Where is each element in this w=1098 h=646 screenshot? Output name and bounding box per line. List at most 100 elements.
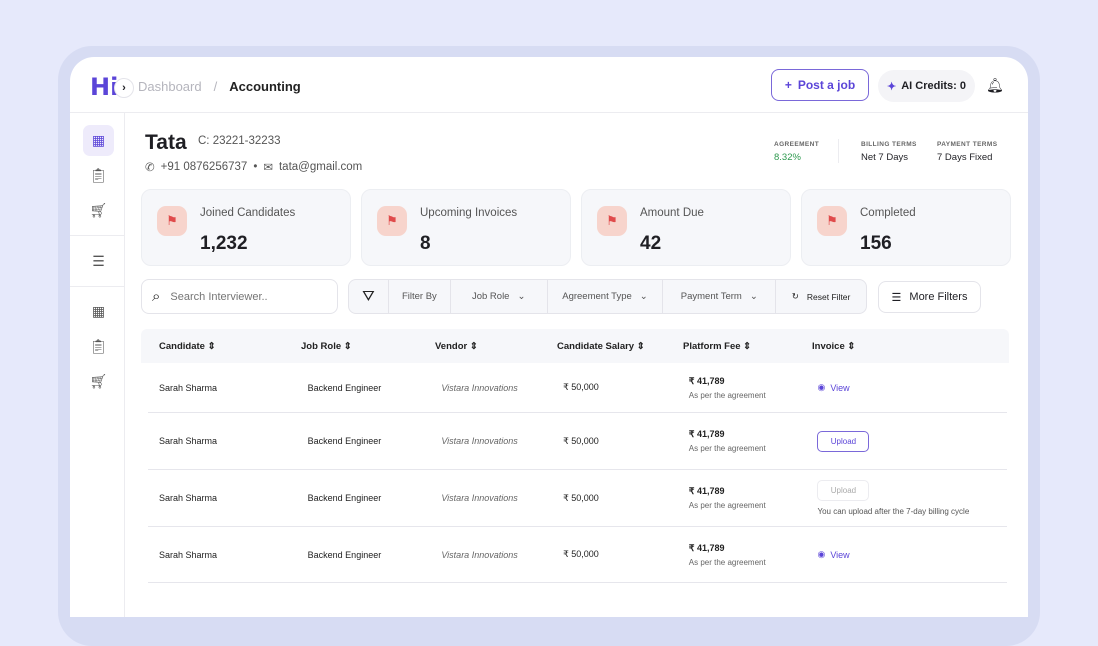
- stat-value: 42: [640, 233, 662, 254]
- stat-value: 156: [860, 233, 892, 254]
- reset-label: Reset Filter: [806, 291, 851, 302]
- view-label: View: [830, 382, 850, 393]
- fee-amount: ₹ 41,789: [688, 429, 725, 439]
- fee-note: As per the agreement: [688, 501, 766, 510]
- expand-sidebar-button[interactable]: ›: [114, 78, 134, 98]
- term-value: 7 Days Fixed: [937, 152, 993, 163]
- stat-icon: ⚑: [157, 206, 187, 236]
- stat-value: 8: [420, 233, 431, 254]
- logo: Hi: [90, 73, 119, 101]
- fee-note: As per the agreement: [688, 557, 766, 567]
- stat-label: Completed: [860, 207, 916, 219]
- reset-filter-button[interactable]: ↻ Reset Filter: [776, 280, 866, 313]
- billing-term: BILLING TERMS Net 7 Days: [861, 141, 917, 163]
- company-code: C: 23221-32233: [198, 135, 281, 147]
- column-header[interactable]: Invoice ⇕: [812, 340, 856, 352]
- dot-separator: •: [253, 161, 258, 173]
- fee-amount: ₹ 41,789: [688, 486, 725, 496]
- filter-bar: ⛛ Filter By Job Role ⌄ Agreement Type ⌄ Pa…: [348, 279, 867, 314]
- fee-amount: ₹ 41,789: [688, 375, 725, 386]
- search-icon: ⌕: [152, 288, 161, 305]
- fee-amount: ₹ 41,789: [688, 542, 725, 553]
- column-header[interactable]: Platform Fee ⇕: [683, 340, 752, 352]
- ai-credits-button[interactable]: ✦ AI Credits: 0: [878, 70, 975, 102]
- role-cell: Backend Engineer: [307, 436, 382, 446]
- term-label: PAYMENT TERMS: [937, 141, 998, 148]
- search-box[interactable]: ⌕: [141, 279, 338, 314]
- table-row: Sarah Sharma Backend Engineer Vistara In…: [148, 363, 1007, 413]
- top-bar: Hi › Dashboard / Accounting + Post a job …: [70, 57, 1028, 113]
- stat-label: Joined Candidates: [200, 207, 296, 219]
- column-header[interactable]: Candidate Salary ⇕: [557, 340, 645, 352]
- filter-lines-icon: ☰: [891, 291, 902, 304]
- email: tata@gmail.com: [278, 161, 363, 173]
- candidate-cell: Sarah Sharma: [159, 436, 218, 446]
- table-header: Candidate ⇕ Job Role ⇕ Vendor ⇕ Candidat…: [141, 329, 1009, 363]
- fee-note: As per the agreement: [688, 444, 766, 453]
- sidebar-divider: [70, 235, 125, 236]
- payment-term: PAYMENT TERMS 7 Days Fixed: [937, 141, 997, 163]
- vendor-cell: Vistara Innovations: [441, 549, 518, 560]
- term-label: BILLING TERMS: [861, 141, 917, 148]
- filter-by-label: Filter By: [389, 280, 451, 313]
- company-name: Tata: [145, 131, 187, 154]
- ai-credits-label: AI Credits: 0: [901, 80, 966, 92]
- fee-cell: ₹ 41,789 As per the agreement: [689, 486, 818, 510]
- post-job-label: Post a job: [797, 78, 856, 92]
- filter-icon[interactable]: ⛛: [349, 280, 389, 313]
- view-invoice-link[interactable]: ◉ View: [817, 382, 1007, 393]
- app-window: Hi › Dashboard / Accounting + Post a job …: [70, 57, 1028, 617]
- fee-cell: ₹ 41,789 As per the agreement: [689, 543, 818, 567]
- sidebar-dashboard-icon[interactable]: ▦: [91, 303, 106, 319]
- divider: [838, 139, 839, 163]
- sidebar-list-icon[interactable]: ☰: [92, 253, 105, 269]
- sidebar-clipboard-icon[interactable]: 📋︎: [89, 338, 108, 354]
- sidebar-cart-icon[interactable]: 🛒︎: [89, 202, 108, 218]
- table-row: Sarah Sharma Backend Engineer Vistara In…: [148, 470, 1007, 527]
- invoice-cell: Upload: [817, 430, 1007, 452]
- breadcrumb-dashboard[interactable]: Dashboard: [138, 79, 202, 94]
- mail-icon: ✉: [263, 162, 273, 174]
- column-header[interactable]: Vendor ⇕: [435, 340, 478, 352]
- breadcrumb: Dashboard / Accounting: [138, 79, 301, 94]
- vendor-cell: Vistara Innovations: [441, 493, 518, 503]
- role-cell: Backend Engineer: [307, 382, 382, 393]
- chevron-down-icon: ⌄: [639, 291, 648, 302]
- sidebar-cart-icon[interactable]: 🛒︎: [89, 373, 108, 389]
- salary-cell: ₹ 50,000: [563, 382, 599, 392]
- column-header[interactable]: Candidate ⇕: [159, 340, 216, 352]
- term-value: Net 7 Days: [861, 152, 908, 163]
- vendor-cell: Vistara Innovations: [441, 382, 518, 393]
- agreement-type-dropdown[interactable]: Agreement Type ⌄: [548, 280, 664, 313]
- term-value: 8.32%: [774, 152, 801, 163]
- bell-icon[interactable]: 🔔︎: [986, 77, 1004, 93]
- view-invoice-link[interactable]: ◉ View: [817, 549, 1007, 560]
- upload-note: You can upload after the 7-day billing c…: [817, 507, 970, 516]
- search-input[interactable]: [170, 290, 321, 303]
- upload-button[interactable]: Upload: [817, 430, 870, 452]
- sidebar-clipboard-icon[interactable]: 📋︎: [89, 167, 108, 183]
- stat-card: ⚑ Joined Candidates 1,232: [141, 189, 351, 266]
- job-role-dropdown[interactable]: Job Role ⌄: [451, 280, 548, 313]
- stat-label: Upcoming Invoices: [420, 207, 518, 219]
- post-job-button[interactable]: + Post a job: [771, 69, 869, 101]
- payment-term-dropdown[interactable]: Payment Term ⌄: [663, 280, 777, 313]
- stats-cards: ⚑ Joined Candidates 1,232 ⚑ Upcoming Invoic…: [141, 189, 1011, 266]
- stat-card: ⚑ Amount Due 42: [581, 189, 791, 266]
- phone: +91 0876256737: [160, 161, 248, 173]
- salary-cell: ₹ 50,000: [563, 435, 599, 446]
- eye-icon: ◉: [817, 382, 826, 392]
- invoice-cell: ◉ View: [817, 382, 1007, 393]
- column-header[interactable]: Job Role ⇕: [301, 340, 352, 352]
- view-label: View: [830, 549, 850, 560]
- more-filters-button[interactable]: ☰ More Filters: [878, 281, 981, 313]
- stat-card: ⚑ Upcoming Invoices 8: [361, 189, 571, 266]
- fee-cell: ₹ 41,789 As per the agreement: [689, 429, 818, 453]
- invoice-cell: ◉ View: [817, 549, 1007, 560]
- sidebar-dashboard-icon[interactable]: ▦: [83, 125, 114, 156]
- table-row: Sarah Sharma Backend Engineer Vistara In…: [148, 413, 1007, 470]
- more-filters-label: More Filters: [909, 291, 968, 303]
- agreement-type-label: Agreement Type: [562, 291, 632, 302]
- breadcrumb-separator: /: [213, 79, 218, 94]
- table-row: Sarah Sharma Backend Engineer Vistara In…: [148, 527, 1007, 583]
